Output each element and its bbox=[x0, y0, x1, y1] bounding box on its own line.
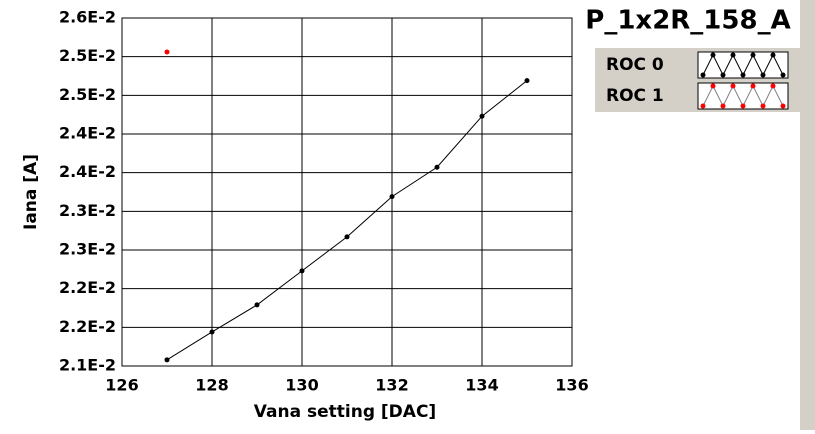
chart-title: P_1x2R_158_A bbox=[585, 6, 790, 36]
y-tick-label: 2.2E-2 bbox=[59, 317, 116, 336]
legend-icon-dot bbox=[740, 72, 746, 78]
y-tick-label: 2.5E-2 bbox=[59, 46, 116, 65]
scrollbar-edge bbox=[800, 0, 815, 430]
data-point bbox=[389, 194, 395, 200]
legend-icon-dot bbox=[770, 83, 776, 89]
data-point bbox=[254, 302, 260, 308]
legend-icon-dot bbox=[730, 52, 736, 58]
legend-icon-dot bbox=[750, 83, 756, 89]
y-axis-label: Iana [A] bbox=[21, 154, 41, 230]
legend-icon-dot bbox=[700, 72, 706, 78]
legend-icon-dot bbox=[740, 103, 746, 109]
legend-icon-dot bbox=[730, 83, 736, 89]
legend-icon-dot bbox=[710, 52, 716, 58]
y-tick-label: 2.4E-2 bbox=[59, 124, 116, 143]
legend-icon-dot bbox=[760, 103, 766, 109]
legend-icon-dot bbox=[770, 52, 776, 58]
data-point bbox=[524, 78, 530, 84]
y-tick-label: 2.5E-2 bbox=[59, 85, 116, 104]
legend-label: ROC 0 bbox=[606, 55, 664, 75]
x-tick-label: 132 bbox=[375, 376, 408, 395]
y-tick-label: 2.1E-2 bbox=[59, 356, 116, 375]
data-point bbox=[299, 268, 305, 274]
data-point bbox=[209, 329, 215, 335]
x-tick-label: 130 bbox=[285, 376, 318, 395]
data-point bbox=[164, 49, 170, 55]
legend-icon-dot bbox=[760, 72, 766, 78]
y-tick-label: 2.3E-2 bbox=[59, 240, 116, 259]
y-tick-label: 2.2E-2 bbox=[59, 278, 116, 297]
legend-label: ROC 1 bbox=[606, 86, 664, 106]
data-point bbox=[434, 164, 440, 170]
x-tick-label: 126 bbox=[105, 376, 138, 395]
legend-icon-dot bbox=[700, 103, 706, 109]
data-point bbox=[479, 113, 485, 119]
legend-icon-dot bbox=[780, 103, 786, 109]
data-point bbox=[164, 357, 170, 363]
legend-icon-dot bbox=[780, 72, 786, 78]
x-axis-label: Vana setting [DAC] bbox=[254, 402, 436, 422]
legend-icon-dot bbox=[710, 83, 716, 89]
x-tick-label: 136 bbox=[555, 376, 588, 395]
x-tick-label: 128 bbox=[195, 376, 228, 395]
data-point bbox=[344, 234, 350, 240]
y-tick-label: 2.4E-2 bbox=[59, 162, 116, 181]
y-tick-label: 2.3E-2 bbox=[59, 201, 116, 220]
legend-icon-dot bbox=[750, 52, 756, 58]
y-tick-label: 2.6E-2 bbox=[59, 8, 116, 27]
x-tick-label: 134 bbox=[465, 376, 498, 395]
legend-icon-dot bbox=[720, 103, 726, 109]
plot-area bbox=[121, 17, 573, 367]
legend-icon-dot bbox=[720, 72, 726, 78]
